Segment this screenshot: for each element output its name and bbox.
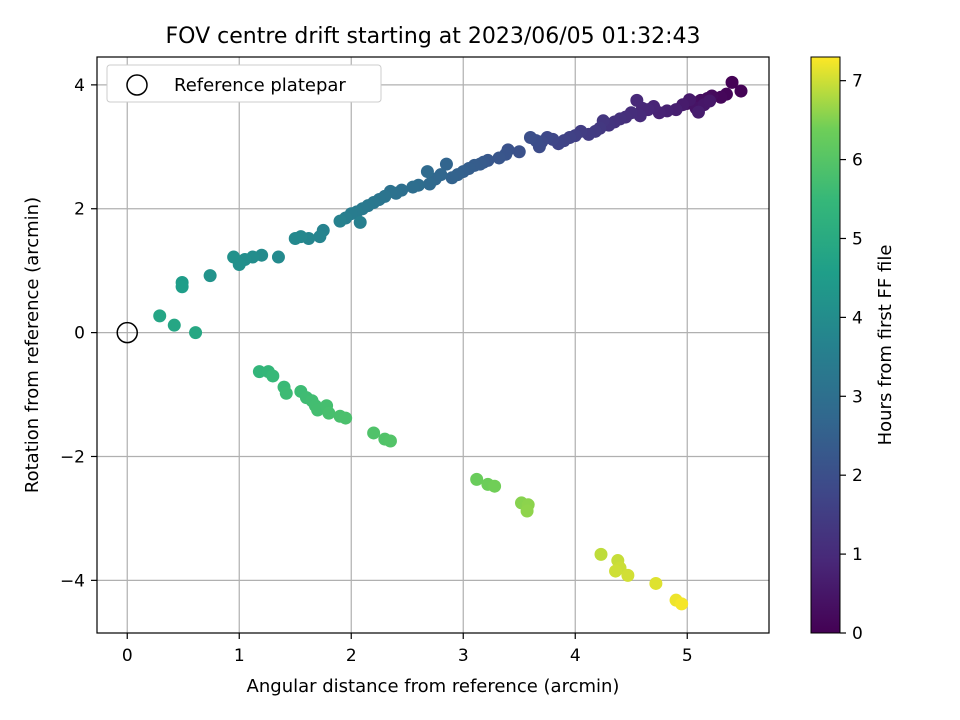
- data-point: [423, 177, 437, 191]
- colorbar-tick-label: 7: [852, 72, 863, 92]
- data-point: [153, 309, 167, 323]
- plot-background: [97, 57, 769, 633]
- data-point: [420, 165, 434, 179]
- data-point: [367, 426, 381, 440]
- data-point: [675, 597, 689, 611]
- y-tick-label: 0: [74, 324, 85, 344]
- x-axis-ticks: 0 1 2 3 4 5: [122, 633, 693, 666]
- data-point: [288, 231, 302, 245]
- y-tick-label: −4: [60, 571, 85, 591]
- scatter-points: [153, 75, 748, 611]
- colorbar-tick-label: 1: [852, 545, 863, 565]
- data-point: [621, 568, 635, 582]
- data-point: [512, 145, 526, 159]
- y-tick-label: 4: [74, 76, 85, 96]
- x-tick-label: 3: [458, 646, 469, 666]
- data-point: [322, 406, 336, 420]
- colorbar-tick-label: 2: [852, 466, 863, 486]
- data-point: [649, 576, 663, 590]
- data-point: [167, 318, 181, 332]
- colorbar-gradient: [810, 56, 841, 634]
- legend-open-circle-marker: [126, 74, 148, 96]
- data-point: [703, 94, 717, 108]
- colorbar-ticks: 0 1 2 3 4 5 6 7: [840, 72, 863, 644]
- data-point: [279, 386, 293, 400]
- data-point: [734, 84, 748, 98]
- data-point: [333, 214, 347, 228]
- data-point: [339, 411, 353, 425]
- colorbar-tick-label: 6: [852, 151, 863, 171]
- data-point: [203, 269, 217, 283]
- data-point: [445, 171, 459, 185]
- chart-title: FOV centre drift starting at 2023/06/05 …: [166, 24, 701, 49]
- x-axis-label: Angular distance from reference (arcmin): [247, 676, 620, 697]
- y-axis-ticks: −4 −2 0 2 4: [60, 76, 97, 591]
- data-point: [271, 250, 285, 264]
- data-point: [630, 93, 644, 107]
- y-tick-label: 2: [74, 200, 85, 220]
- y-tick-label: −2: [60, 447, 85, 467]
- legend: Reference platepar: [106, 64, 382, 103]
- data-point: [383, 434, 397, 448]
- data-point: [175, 280, 189, 294]
- y-axis-label: Rotation from reference (arcmin): [22, 197, 43, 493]
- x-tick-label: 5: [682, 646, 693, 666]
- data-point: [470, 472, 484, 486]
- data-point: [609, 564, 623, 578]
- colorbar: 0 1 2 3 4 5 6 7 Hours from first FF file: [810, 56, 896, 644]
- colorbar-label: Hours from first FF file: [875, 245, 896, 446]
- data-point: [520, 504, 534, 518]
- plot-area: 0 1 2 3 4 5 −4 −2 0 2 4: [60, 56, 770, 666]
- data-point: [691, 105, 705, 119]
- data-point: [725, 75, 739, 89]
- x-tick-label: 1: [234, 646, 245, 666]
- data-point: [439, 157, 453, 171]
- legend-label: Reference platepar: [174, 75, 346, 96]
- data-point: [227, 250, 241, 264]
- legend-box: [106, 64, 382, 103]
- x-tick-label: 2: [346, 646, 357, 666]
- data-point: [488, 479, 502, 493]
- data-point: [252, 365, 266, 379]
- data-point: [266, 369, 280, 383]
- colorbar-tick-label: 5: [852, 229, 863, 249]
- data-point: [353, 215, 367, 229]
- reference-platepar-marker: [116, 321, 138, 344]
- data-point: [594, 547, 608, 561]
- data-point: [313, 230, 327, 244]
- data-point: [523, 131, 537, 145]
- colorbar-tick-label: 0: [852, 624, 863, 644]
- plot-frame: [96, 56, 770, 634]
- data-point: [492, 151, 506, 165]
- colorbar-tick-label: 4: [852, 308, 863, 328]
- colorbar-tick-label: 3: [852, 387, 863, 407]
- x-tick-label: 4: [570, 646, 581, 666]
- x-tick-label: 0: [122, 646, 133, 666]
- data-point: [406, 180, 420, 194]
- data-point: [189, 326, 203, 340]
